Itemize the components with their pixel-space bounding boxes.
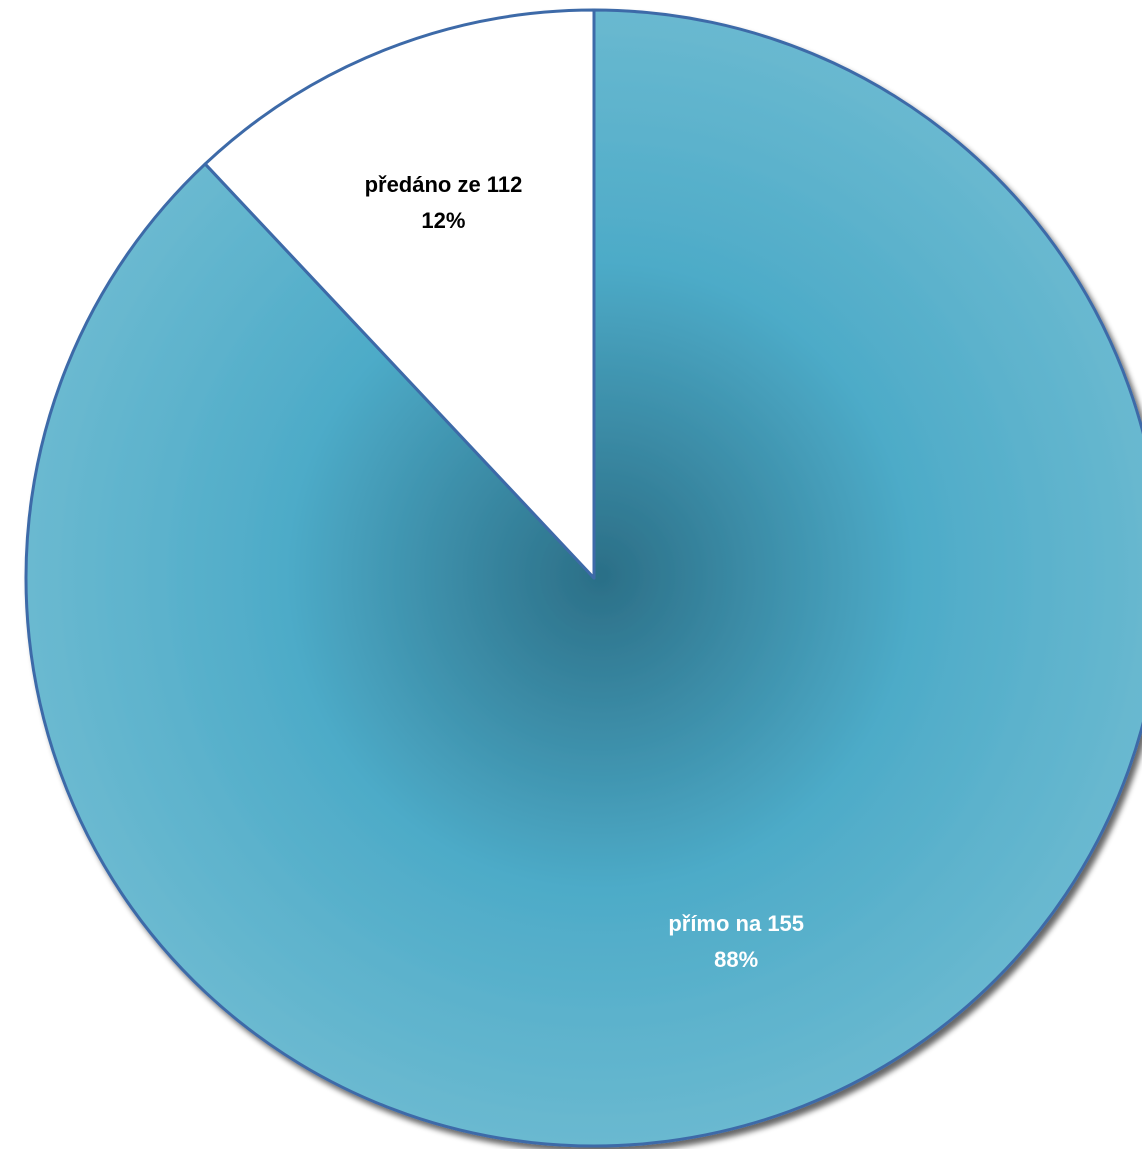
pie-labels: přímo na 155 88% předáno ze 112 12%	[365, 172, 804, 972]
pie-slice-1	[203, 8, 596, 580]
slice-category-label: přímo na 155	[668, 911, 804, 936]
slice-label-0: přímo na 155 88%	[668, 911, 804, 972]
pie-slices	[24, 8, 1142, 1148]
slice-value-label: 88%	[714, 947, 758, 972]
slice-label-1: předáno ze 112 12%	[365, 172, 523, 233]
slice-value-label: 12%	[421, 208, 465, 233]
slice-category-label: předáno ze 112	[365, 172, 523, 197]
pie-slice-0	[24, 8, 1142, 1148]
